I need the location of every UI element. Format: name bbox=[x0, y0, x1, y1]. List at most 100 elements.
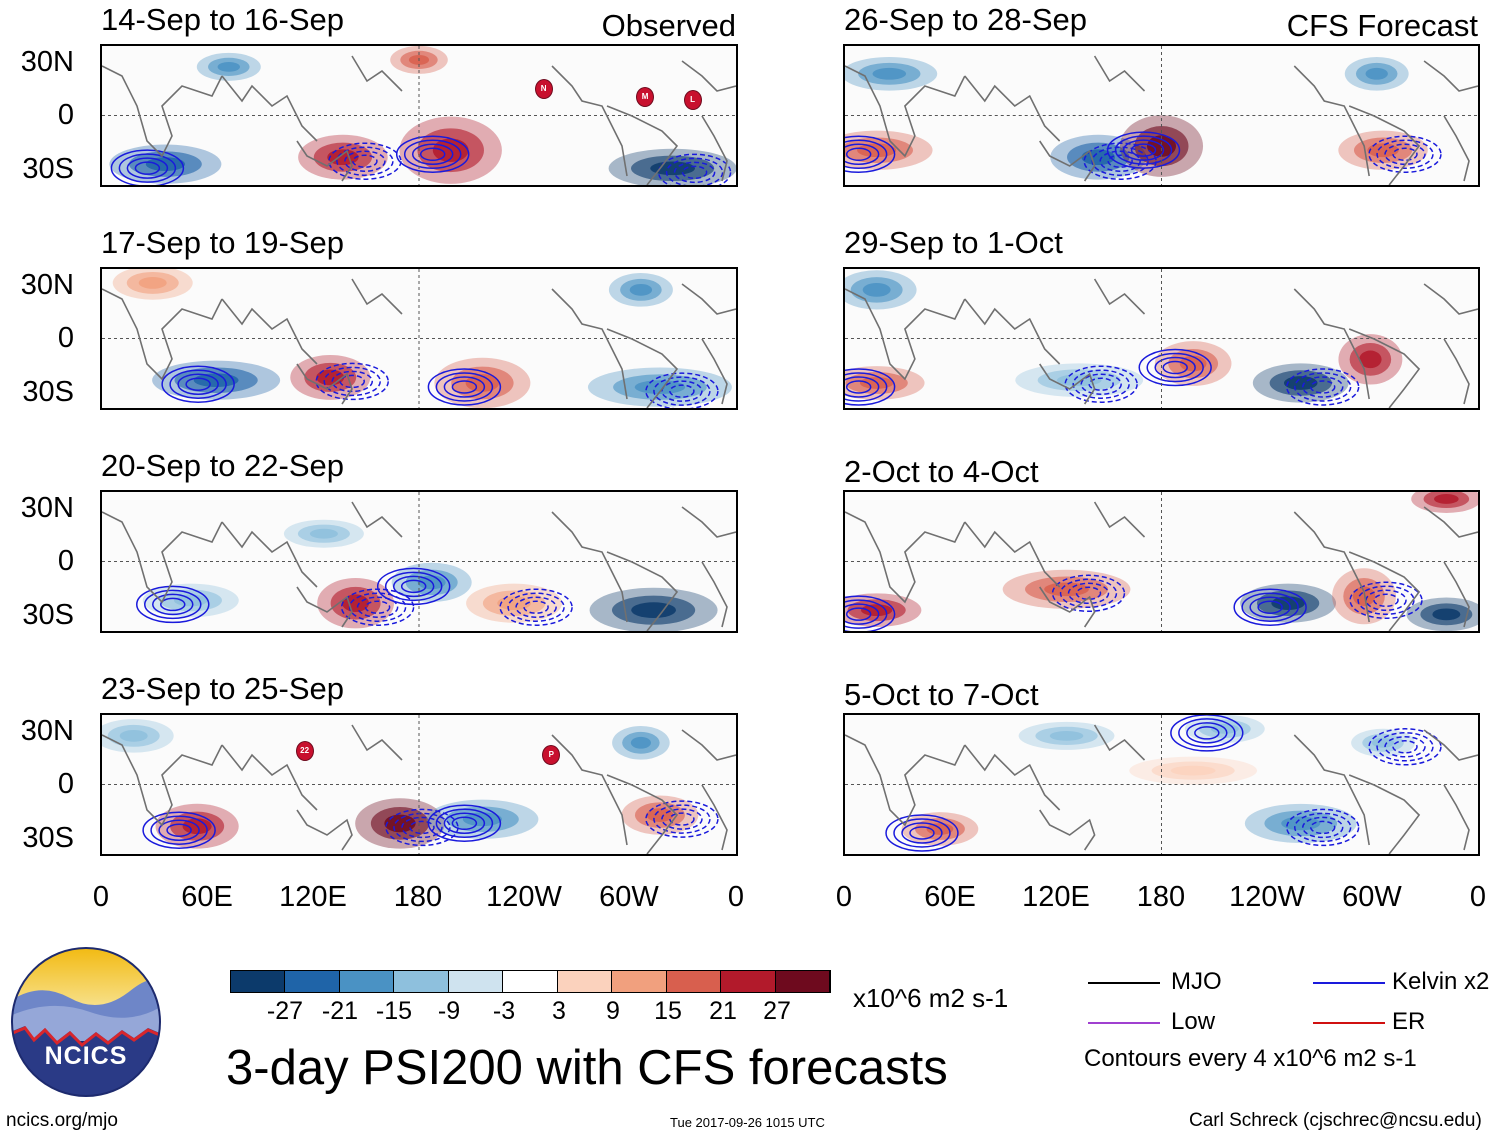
lon-label-60w: 60W bbox=[1342, 881, 1402, 913]
coastline bbox=[1039, 363, 1096, 405]
anomaly-shading bbox=[119, 729, 148, 742]
kelvin-contour bbox=[403, 139, 462, 169]
coastline bbox=[701, 561, 728, 628]
coastline bbox=[606, 105, 679, 185]
coastline bbox=[296, 363, 353, 405]
footer-timestamp: Tue 2017-09-26 1015 UTC bbox=[670, 1115, 825, 1130]
kelvin-contour bbox=[1146, 352, 1204, 383]
lat-label-30s: 30S bbox=[22, 822, 74, 854]
kelvin-contour bbox=[1072, 369, 1130, 399]
coastline bbox=[1423, 729, 1478, 761]
lon-label-0: 0 bbox=[92, 881, 110, 913]
kelvin-contour bbox=[845, 380, 872, 394]
lat-label-30n: 30N bbox=[20, 492, 74, 524]
colorbar-bin bbox=[448, 971, 504, 992]
kelvin-contour bbox=[669, 812, 695, 826]
kelvin-contour bbox=[376, 567, 451, 606]
kelvin-contour bbox=[1257, 600, 1283, 614]
kelvin-contour bbox=[419, 147, 446, 161]
anomaly-shading bbox=[872, 67, 907, 80]
colorbar-bin bbox=[666, 971, 722, 992]
coastline bbox=[102, 65, 223, 158]
coastline bbox=[701, 338, 728, 405]
legend-low-label: Low bbox=[1171, 1008, 1216, 1035]
kelvin-contour bbox=[1114, 135, 1173, 165]
panel-title-1: 14-Sep to 16-Sep bbox=[101, 2, 345, 37]
lon-label-120w: 120W bbox=[486, 881, 562, 913]
map-panel-20sep bbox=[100, 490, 738, 633]
coastline bbox=[1443, 561, 1470, 628]
coastline bbox=[1348, 328, 1421, 408]
ncics-logo[interactable]: NCICS bbox=[10, 946, 162, 1098]
coastline bbox=[1423, 506, 1478, 538]
panel-title-4: 23-Sep to 25-Sep bbox=[101, 671, 345, 706]
kelvin-contour bbox=[427, 368, 502, 406]
coastline bbox=[1443, 115, 1470, 182]
storm-marker: M bbox=[636, 87, 655, 108]
anomaly-shading bbox=[630, 736, 651, 749]
kelvin-contour bbox=[845, 139, 888, 169]
lon-label-60e: 60E bbox=[181, 881, 233, 913]
kelvin-contour bbox=[1162, 360, 1188, 375]
map-panel-2oct bbox=[843, 490, 1480, 633]
coastline bbox=[845, 734, 966, 827]
coastline bbox=[221, 298, 318, 365]
kelvin-contour bbox=[909, 826, 935, 840]
coastline bbox=[351, 55, 403, 92]
kelvin-contour bbox=[845, 376, 880, 398]
coastline bbox=[1293, 734, 1370, 846]
kelvin-contour bbox=[1106, 131, 1181, 169]
kelvin-contour bbox=[673, 161, 716, 184]
colorbar-bin bbox=[557, 971, 613, 992]
legend-note: Contours every 4 x10^6 m2 s-1 bbox=[1084, 1045, 1417, 1072]
panel-title-8: 5-Oct to 7-Oct bbox=[844, 677, 1039, 712]
coastline bbox=[845, 288, 966, 381]
coastline bbox=[221, 521, 318, 588]
coastline bbox=[1443, 784, 1470, 851]
anomaly-shading bbox=[1170, 765, 1216, 776]
kelvin-contour bbox=[1302, 376, 1344, 398]
anomaly-shading bbox=[634, 380, 686, 395]
footer-credit: Carl Schreck (cjschrec@ncsu.edu) bbox=[1189, 1110, 1482, 1131]
map-canvas bbox=[845, 269, 1478, 408]
kelvin-contour bbox=[1384, 736, 1426, 758]
kelvin-contour bbox=[1064, 365, 1138, 403]
kelvin-contour bbox=[845, 135, 896, 173]
kelvin-contour bbox=[893, 818, 951, 848]
map-canvas bbox=[102, 46, 736, 185]
kelvin-contour bbox=[845, 147, 872, 161]
coastline bbox=[681, 729, 736, 761]
kelvin-contour bbox=[845, 143, 880, 165]
map-panel-5oct bbox=[843, 713, 1480, 856]
coastline bbox=[964, 298, 1061, 365]
kelvin-contour bbox=[401, 816, 443, 839]
storm-marker: 22 bbox=[295, 740, 314, 761]
kelvin-contour bbox=[1107, 154, 1133, 168]
footer-url[interactable]: ncics.org/mjo bbox=[6, 1110, 118, 1131]
panel-title-6: 29-Sep to 1-Oct bbox=[844, 225, 1063, 260]
coastline bbox=[1039, 140, 1096, 182]
map-canvas bbox=[102, 715, 736, 854]
lon-label-120w: 120W bbox=[1229, 881, 1305, 913]
coastline bbox=[681, 506, 736, 538]
kelvin-contour bbox=[110, 149, 185, 185]
kelvin-contour bbox=[166, 823, 192, 837]
observed-label: Observed bbox=[601, 8, 736, 43]
coastline bbox=[102, 511, 223, 604]
kelvin-contour bbox=[328, 142, 402, 180]
map-canvas bbox=[845, 492, 1478, 631]
kelvin-contour bbox=[409, 820, 435, 835]
coastline bbox=[296, 586, 353, 628]
coastline bbox=[221, 744, 318, 811]
kelvin-contour bbox=[185, 377, 211, 391]
colorbar bbox=[230, 970, 831, 993]
kelvin-contour bbox=[1349, 581, 1423, 619]
kelvin-contour bbox=[1286, 368, 1360, 406]
panel-title-3: 20-Sep to 22-Sep bbox=[101, 448, 345, 483]
kelvin-contour bbox=[1302, 816, 1344, 839]
coastline bbox=[1039, 586, 1096, 628]
coastline bbox=[964, 75, 1061, 142]
figure-title: 3-day PSI200 with CFS forecasts bbox=[226, 1041, 948, 1095]
kelvin-contour bbox=[177, 373, 219, 395]
